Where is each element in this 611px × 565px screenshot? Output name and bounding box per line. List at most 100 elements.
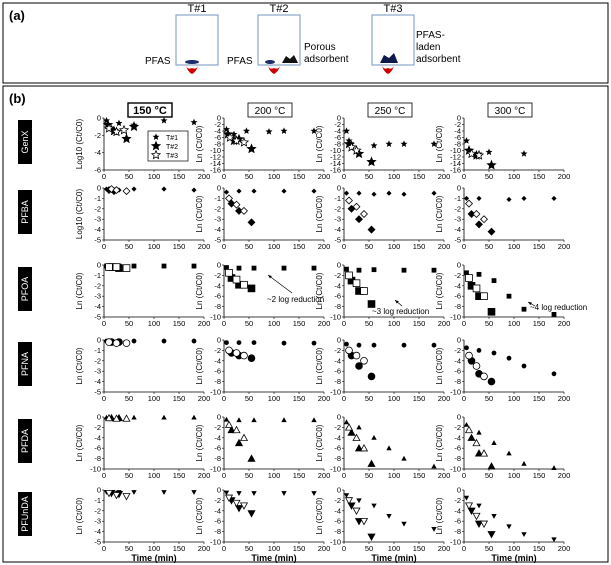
x-tick-label: 0 (462, 242, 466, 251)
x-tick-label: 200 (438, 394, 451, 403)
y-axis-label: Ln (Ct/C0) (315, 272, 324, 309)
y-axis-label: Ln (Ct/C0) (315, 497, 324, 534)
data-point-t2 (366, 156, 377, 167)
data-point-t2 (246, 143, 257, 154)
y-tick-label: -2 (214, 346, 221, 355)
data-point-t3 (240, 351, 248, 360)
caption-pfas-2: PFAS (227, 56, 253, 67)
y-tick-label: -8 (214, 527, 221, 536)
data-point-t2 (347, 428, 356, 436)
data-point-t1 (281, 340, 287, 346)
data-point-t1 (371, 434, 377, 440)
y-axis-label: Ln (Ct/C0) (435, 125, 444, 162)
y-axis-label: Ln (Ct/C0) (435, 195, 444, 232)
data-point-t1 (343, 493, 350, 499)
data-point-t1 (521, 195, 527, 201)
x-tick-label: 0 (222, 319, 226, 328)
y-tick-label: -16 (210, 166, 221, 175)
x-tick-label: 50 (125, 394, 133, 403)
data-point-t1 (491, 440, 497, 445)
data-point-t1 (476, 271, 482, 277)
data-point-t1 (343, 127, 350, 134)
y-tick-label: -8 (334, 377, 341, 386)
y-tick-label: -4 (454, 356, 461, 365)
x-tick-label: 150 (293, 172, 306, 181)
data-point-t1 (401, 521, 407, 527)
data-point-t3 (352, 507, 361, 516)
y-tick-label: 0 (337, 261, 341, 270)
y-tick-label: -8 (454, 302, 461, 311)
data-point-t1 (521, 460, 527, 466)
x-axis-label: Time (min) (491, 553, 536, 563)
data-point-t3 (480, 292, 488, 300)
x-tick-label: 100 (268, 319, 281, 328)
axis-lines (103, 417, 204, 470)
data-point-t1 (131, 414, 137, 420)
data-point-t2 (367, 300, 376, 308)
y-tick-label: -10 (450, 388, 461, 397)
x-tick-label: 0 (342, 544, 346, 553)
y-axis-label: Ln (Ct/C0) (315, 424, 324, 461)
x-tick-label: 50 (365, 394, 373, 403)
y-tick-label: -4 (214, 127, 221, 136)
x-tick-label: 200 (438, 172, 451, 181)
data-point-t3 (352, 202, 361, 211)
data-point-t1 (371, 267, 377, 273)
temp-header-box (127, 102, 173, 118)
y-tick-label: -10 (450, 313, 461, 322)
data-point-t3 (472, 512, 481, 521)
x-axis-label: Time (min) (251, 553, 296, 563)
data-point-t1 (506, 450, 512, 456)
data-point-t2 (227, 425, 236, 434)
data-point-t1 (401, 267, 407, 273)
x-tick-label: 200 (318, 319, 331, 328)
y-axis-label: Ln (Ct/C0) (75, 347, 84, 384)
x-tick-label: 50 (485, 242, 493, 251)
y-tick-label: 0 (217, 261, 221, 270)
y-tick-label: 0 (217, 486, 221, 495)
data-point-t1 (385, 140, 393, 147)
data-point-t3 (466, 148, 477, 159)
data-point-t2 (347, 502, 356, 510)
y-tick-label: -4 (334, 281, 341, 290)
y-tick-label: -2 (214, 204, 221, 213)
y-tick-label: -10 (210, 465, 221, 474)
x-tick-label: 50 (125, 544, 133, 553)
x-tick-label: 100 (388, 394, 401, 403)
x-tick-label: 150 (413, 319, 426, 328)
y-tick-label: -14 (330, 159, 341, 168)
data-point-t1 (191, 187, 197, 193)
y-tick-label: -2 (334, 346, 341, 355)
data-point-t3 (122, 339, 131, 347)
data-point-t3 (112, 186, 121, 195)
temp-header: 150 °C (133, 105, 167, 117)
x-tick-label: 0 (222, 242, 226, 251)
data-point-t1 (506, 293, 512, 299)
compound-label: PFBA (20, 200, 30, 224)
data-point-t1 (356, 424, 362, 430)
tube-3-label: T#3 (384, 3, 403, 15)
data-point-t1 (371, 191, 377, 197)
data-point-t3 (232, 275, 241, 284)
y-tick-label: -8 (214, 140, 221, 149)
y-tick-label: -10 (210, 538, 221, 547)
x-tick-label: 0 (102, 172, 106, 181)
x-tick-label: 200 (318, 172, 331, 181)
y-tick-label: 0 (97, 336, 101, 345)
data-point-t3 (112, 263, 121, 271)
data-point-t1 (551, 371, 557, 377)
x-tick-label: 200 (318, 544, 331, 553)
y-tick-label: -2 (94, 281, 101, 290)
data-point-t1 (161, 263, 167, 269)
y-tick-label: -3 (94, 215, 101, 224)
x-tick-label: 50 (485, 394, 493, 403)
y-tick-label: -4 (94, 377, 101, 386)
compound-label: PFNA (20, 352, 30, 376)
y-tick-label: -2 (454, 496, 461, 505)
data-point-t1 (131, 490, 137, 495)
y-tick-label: -8 (454, 140, 461, 149)
tube-1-label: T#1 (188, 3, 207, 15)
data-point-t1 (311, 417, 317, 423)
y-tick-label: 0 (217, 114, 221, 123)
y-tick-label: -2 (94, 423, 101, 432)
